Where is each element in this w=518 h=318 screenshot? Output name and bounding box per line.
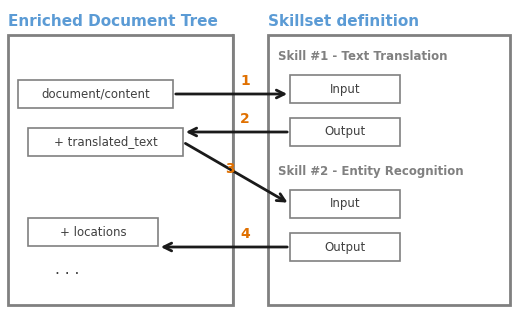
FancyBboxPatch shape — [290, 190, 400, 218]
FancyBboxPatch shape — [8, 35, 233, 305]
Text: 3: 3 — [225, 162, 235, 176]
Text: Skill #2 - Entity Recognition: Skill #2 - Entity Recognition — [278, 165, 464, 178]
FancyBboxPatch shape — [18, 80, 173, 108]
Text: 2: 2 — [240, 112, 250, 126]
FancyBboxPatch shape — [290, 118, 400, 146]
Text: 4: 4 — [240, 227, 250, 241]
Text: Input: Input — [329, 82, 361, 95]
FancyBboxPatch shape — [290, 75, 400, 103]
Text: Skillset definition: Skillset definition — [268, 14, 419, 29]
FancyBboxPatch shape — [28, 128, 183, 156]
Text: + translated_text: + translated_text — [54, 135, 157, 149]
FancyBboxPatch shape — [28, 218, 158, 246]
Text: document/content: document/content — [41, 87, 150, 100]
Text: Skill #1 - Text Translation: Skill #1 - Text Translation — [278, 50, 448, 63]
Text: Enriched Document Tree: Enriched Document Tree — [8, 14, 218, 29]
Text: Output: Output — [324, 240, 366, 253]
Text: Output: Output — [324, 126, 366, 139]
Text: Input: Input — [329, 197, 361, 211]
FancyBboxPatch shape — [268, 35, 510, 305]
Text: . . .: . . . — [55, 262, 79, 278]
Text: 1: 1 — [240, 74, 250, 88]
FancyBboxPatch shape — [290, 233, 400, 261]
Text: + locations: + locations — [60, 225, 126, 238]
